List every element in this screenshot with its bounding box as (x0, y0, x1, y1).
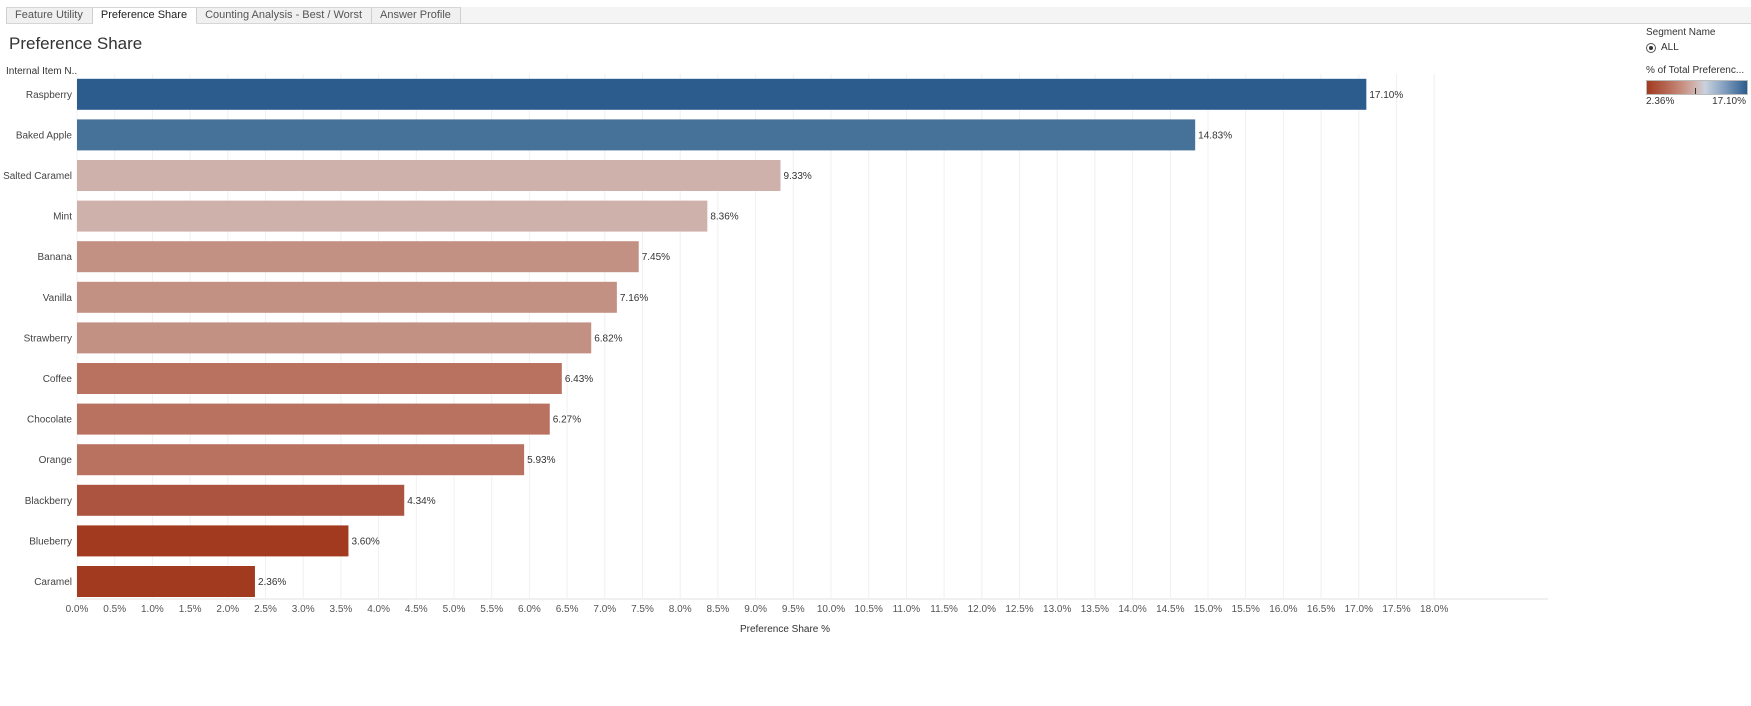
x-tick-label: 4.0% (367, 604, 390, 615)
color-legend-min: 2.36% (1646, 96, 1675, 107)
data-label: 6.27% (553, 415, 581, 426)
bar (77, 241, 639, 273)
x-tick-label: 13.5% (1081, 604, 1109, 615)
x-tick-label: 9.5% (782, 604, 805, 615)
x-tick-label: 10.5% (855, 604, 883, 615)
x-tick-label: 3.5% (330, 604, 353, 615)
x-tick-label: 6.0% (518, 604, 541, 615)
data-label: 6.43% (565, 374, 593, 385)
bar (77, 78, 1367, 110)
x-tick-label: 18.0% (1420, 604, 1448, 615)
x-tick-label: 5.0% (443, 604, 466, 615)
x-tick-label: 2.5% (254, 604, 277, 615)
x-tick-label: 4.5% (405, 604, 428, 615)
bar (77, 525, 349, 557)
bar (77, 160, 781, 191)
color-gradient-bar (1646, 80, 1748, 95)
data-label: 8.36% (710, 212, 738, 223)
category-label: Coffee (43, 374, 73, 385)
x-tick-label: 3.0% (292, 604, 315, 615)
tab-answer-profile[interactable]: Answer Profile (372, 7, 461, 23)
x-tick-label: 12.5% (1005, 604, 1033, 615)
x-tick-label: 9.0% (744, 604, 767, 615)
x-tick-label: 8.0% (669, 604, 692, 615)
bar (77, 322, 592, 354)
x-tick-label: 13.0% (1043, 604, 1071, 615)
x-tick-label: 14.5% (1156, 604, 1184, 615)
category-label: Baked Apple (16, 130, 73, 141)
segment-option-all[interactable]: ALL (1646, 42, 1751, 53)
tab-bar: Feature Utility Preference Share Counting … (6, 7, 1751, 24)
x-tick-label: 16.0% (1269, 604, 1297, 615)
category-label: Chocolate (27, 415, 72, 426)
radio-selected-icon[interactable] (1646, 42, 1656, 53)
data-label: 3.60% (351, 536, 379, 547)
data-label: 6.82% (594, 333, 622, 344)
x-tick-label: 12.0% (968, 604, 996, 615)
bar-chart: Raspberry 17.10% Baked Apple 14.83% Salted C… (3, 74, 1548, 635)
data-label: 7.45% (642, 252, 670, 263)
tab-feature-utility[interactable]: Feature Utility (6, 7, 93, 23)
data-label: 9.33% (783, 171, 811, 182)
x-tick-label: 0.5% (103, 604, 126, 615)
data-label: 17.10% (1369, 90, 1403, 101)
category-label: Blueberry (29, 536, 72, 547)
category-label: Raspberry (26, 90, 72, 101)
bar (77, 484, 405, 516)
x-tick-label: 10.0% (817, 604, 845, 615)
bar (77, 119, 1196, 151)
x-tick-label: 6.5% (556, 604, 579, 615)
category-label: Salted Caramel (3, 171, 72, 182)
data-label: 4.34% (407, 496, 435, 507)
legend-panel: Segment Name ALL % of Total Preferenc...… (1646, 27, 1751, 107)
x-tick-label: 7.0% (593, 604, 616, 615)
data-label: 7.16% (620, 293, 648, 304)
page-title: Preference Share (9, 34, 143, 53)
category-label: Blackberry (25, 496, 72, 507)
color-legend-title: % of Total Preferenc... (1646, 65, 1745, 76)
x-tick-label: 8.5% (707, 604, 730, 615)
x-tick-label: 17.5% (1382, 604, 1410, 615)
segment-option-label: ALL (1661, 42, 1679, 53)
category-label: Orange (39, 455, 73, 466)
tab-preference-share[interactable]: Preference Share (92, 7, 198, 24)
x-tick-label: 15.0% (1194, 604, 1222, 615)
category-label: Mint (53, 212, 72, 223)
x-tick-label: 16.5% (1307, 604, 1335, 615)
x-axis-title: Preference Share % (740, 624, 830, 635)
bar (77, 363, 562, 394)
x-tick-label: 1.0% (141, 604, 164, 615)
x-tick-label: 11.0% (893, 604, 921, 615)
x-tick-label: 1.5% (179, 604, 202, 615)
bar (77, 566, 255, 597)
data-label: 2.36% (258, 577, 286, 588)
row-axis-header: Internal Item N.. (6, 66, 78, 77)
x-tick-label: 17.0% (1345, 604, 1373, 615)
data-label: 14.83% (1198, 130, 1232, 141)
bar (77, 200, 708, 232)
data-label: 5.93% (527, 455, 555, 466)
category-label: Strawberry (24, 333, 72, 344)
x-tick-label: 11.5% (930, 604, 958, 615)
tab-counting-analysis[interactable]: Counting Analysis - Best / Worst (197, 7, 372, 23)
color-legend-max: 17.10% (1712, 96, 1746, 107)
segment-filter-title: Segment Name (1646, 27, 1716, 38)
x-tick-label: 7.5% (631, 604, 654, 615)
x-tick-label: 15.5% (1232, 604, 1260, 615)
category-label: Vanilla (43, 293, 73, 304)
x-tick-label: 14.0% (1118, 604, 1146, 615)
x-tick-label: 5.5% (480, 604, 503, 615)
category-label: Banana (38, 252, 73, 263)
x-tick-label: 2.0% (216, 604, 239, 615)
x-tick-label: 0.0% (66, 604, 89, 615)
bar (77, 403, 550, 435)
bar (77, 281, 617, 313)
category-label: Caramel (34, 577, 72, 588)
bar (77, 444, 525, 476)
